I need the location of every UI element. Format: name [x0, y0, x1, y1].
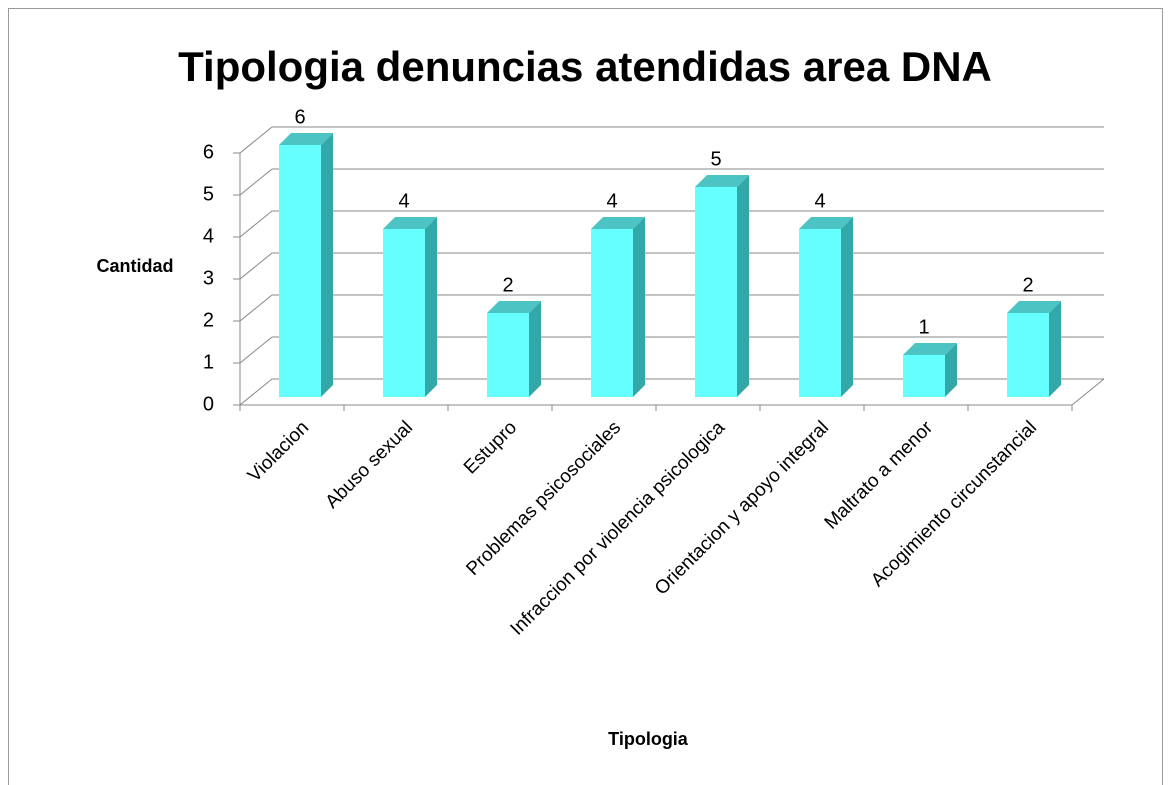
- x-tick-label: Estupro: [460, 417, 521, 478]
- bar-side: [321, 133, 333, 397]
- grid-line: [239, 252, 273, 280]
- data-label: 4: [398, 190, 409, 212]
- bar: [383, 229, 425, 397]
- bar: [279, 145, 321, 397]
- y-axis-label: Cantidad: [96, 256, 173, 276]
- bar-top: [695, 175, 749, 187]
- data-label: 4: [814, 190, 825, 212]
- data-label: 2: [502, 274, 513, 296]
- bar-top: [799, 217, 853, 229]
- y-tick-label: 5: [203, 183, 214, 205]
- bar-top: [591, 217, 645, 229]
- data-label: 5: [710, 148, 721, 170]
- bar: [1007, 313, 1049, 397]
- floor-edge: [1071, 378, 1105, 406]
- x-tick-label: Maltrato a menor: [821, 417, 938, 534]
- bar: [799, 229, 841, 397]
- data-label: 4: [606, 190, 617, 212]
- y-tick-label: 2: [203, 309, 214, 331]
- grid-line: [239, 294, 273, 322]
- bar: [591, 229, 633, 397]
- x-tick-label: Orientacion y apoyo integral: [651, 417, 833, 599]
- x-tick-label: Violacion: [244, 417, 313, 486]
- grid-line: [239, 126, 273, 154]
- bar: [903, 355, 945, 397]
- bar-side: [425, 217, 437, 397]
- bar-top: [279, 133, 333, 145]
- bar-top: [487, 301, 541, 313]
- y-tick-label: 6: [203, 141, 214, 163]
- data-label: 6: [294, 106, 305, 128]
- bar-top: [1007, 301, 1061, 313]
- y-tick-label: 4: [203, 225, 214, 247]
- x-tick-label: Abuso sexual: [322, 417, 418, 513]
- y-tick-label: 3: [203, 267, 214, 289]
- bar: [695, 187, 737, 397]
- bar-side: [737, 175, 749, 397]
- grid-line: [239, 378, 273, 406]
- y-tick-label: 0: [203, 393, 214, 415]
- data-label: 1: [918, 316, 929, 338]
- bar-side: [1049, 301, 1061, 397]
- bar-side: [841, 217, 853, 397]
- x-tick-label: Infraccion por violencia psicologica: [507, 417, 730, 640]
- y-tick-label: 1: [203, 351, 214, 373]
- bar-top: [903, 343, 957, 355]
- x-tick-label: Acogimiento circunstancial: [867, 417, 1041, 591]
- bar: [487, 313, 529, 397]
- bar-side: [945, 343, 957, 397]
- bar-side: [529, 301, 541, 397]
- x-axis-label: Tipologia: [608, 729, 689, 749]
- data-label: 2: [1022, 274, 1033, 296]
- chart-border: [8, 8, 1163, 785]
- grid-line: [239, 336, 273, 364]
- grid-line: [239, 210, 273, 238]
- chart-title: Tipologia denuncias atendidas area DNA: [178, 43, 992, 90]
- grid-line: [239, 168, 273, 196]
- bar-top: [383, 217, 437, 229]
- bar-side: [633, 217, 645, 397]
